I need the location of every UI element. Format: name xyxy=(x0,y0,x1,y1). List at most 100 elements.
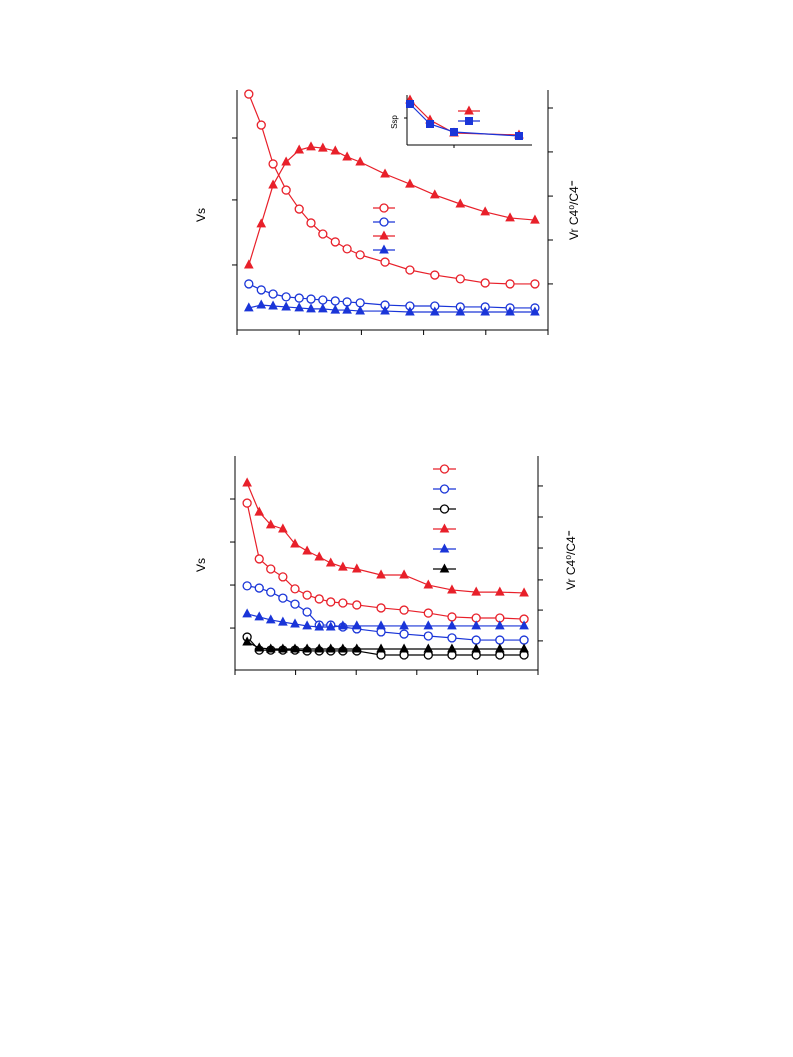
data-point xyxy=(355,305,365,315)
data-point xyxy=(266,564,276,574)
series-line xyxy=(409,103,520,137)
y2-axis-label: Vr C4⁰/C4⁼ xyxy=(567,180,581,240)
data-point xyxy=(302,607,312,617)
data-point xyxy=(455,198,466,208)
data-point xyxy=(306,294,316,304)
data-point xyxy=(278,616,288,626)
data-point xyxy=(494,586,505,596)
data-point xyxy=(243,259,254,269)
data-point xyxy=(278,523,288,533)
y2-axis-label: Vr C4⁰/C4⁼ xyxy=(564,530,578,590)
data-point xyxy=(380,305,390,315)
data-point xyxy=(494,620,505,630)
data-point xyxy=(244,279,254,289)
data-point xyxy=(505,212,515,222)
data-point xyxy=(450,128,458,136)
data-point xyxy=(455,274,465,284)
data-point xyxy=(318,295,328,305)
data-point xyxy=(342,244,352,254)
data-point xyxy=(405,265,415,275)
data-point xyxy=(326,597,336,607)
data-point xyxy=(254,611,265,621)
data-point xyxy=(342,304,352,314)
data-point xyxy=(399,569,409,579)
data-point xyxy=(268,159,278,169)
legend-marker xyxy=(465,117,473,125)
data-point xyxy=(423,608,433,618)
data-point xyxy=(325,643,336,653)
y-axis-label: Vs xyxy=(194,558,208,572)
data-point xyxy=(256,120,266,130)
data-point xyxy=(302,620,312,630)
data-point xyxy=(447,633,457,643)
data-point xyxy=(447,643,457,653)
data-point xyxy=(399,629,409,639)
data-point xyxy=(519,620,529,630)
legend-marker xyxy=(439,523,450,533)
data-point xyxy=(266,587,276,597)
legend-marker xyxy=(439,464,450,474)
data-point xyxy=(351,643,362,653)
data-point xyxy=(330,237,340,247)
data-point xyxy=(318,142,328,152)
data-point xyxy=(281,156,291,166)
data-point xyxy=(530,306,540,316)
data-point xyxy=(265,614,276,624)
data-point xyxy=(471,620,482,630)
data-point xyxy=(505,306,515,316)
data-point xyxy=(429,306,440,316)
data-point xyxy=(243,302,254,312)
data-point xyxy=(268,300,278,310)
data-point xyxy=(314,621,325,631)
data-point xyxy=(281,292,291,302)
data-point xyxy=(519,587,529,597)
data-point xyxy=(405,178,415,188)
data-point xyxy=(268,289,278,299)
data-point xyxy=(242,477,252,487)
data-point xyxy=(281,301,291,311)
data-point xyxy=(290,538,300,548)
data-point xyxy=(290,584,300,594)
legend-marker xyxy=(439,563,450,573)
data-point xyxy=(399,620,409,630)
data-point xyxy=(338,620,348,630)
data-point xyxy=(265,519,276,529)
data-point xyxy=(294,302,305,312)
legend-marker xyxy=(439,484,450,494)
data-point xyxy=(380,257,390,267)
data-point xyxy=(302,643,312,653)
data-point xyxy=(306,218,316,228)
data-point xyxy=(355,156,365,166)
data-point xyxy=(302,545,312,555)
data-point xyxy=(242,498,252,508)
data-point xyxy=(290,643,300,653)
data-point xyxy=(318,303,328,313)
data-point xyxy=(455,306,466,316)
data-point xyxy=(294,204,304,214)
data-point xyxy=(376,603,386,613)
data-point xyxy=(256,299,267,309)
data-point xyxy=(314,551,325,561)
data-point xyxy=(242,608,252,618)
data-point xyxy=(254,642,265,652)
data-point xyxy=(338,561,348,571)
data-point xyxy=(318,229,328,239)
data-point xyxy=(423,631,433,641)
data-point xyxy=(244,89,254,99)
data-point xyxy=(355,250,365,260)
legend-marker xyxy=(439,543,450,553)
data-point xyxy=(399,605,409,615)
data-point xyxy=(406,100,414,108)
data-point xyxy=(290,618,300,628)
data-point xyxy=(254,506,265,516)
data-point xyxy=(265,643,276,653)
data-point xyxy=(342,151,352,161)
data-point xyxy=(495,635,505,645)
data-point xyxy=(423,643,434,653)
inset-y-label: Ssp xyxy=(390,115,399,129)
legend-marker xyxy=(379,217,389,227)
data-point xyxy=(376,643,386,653)
data-point xyxy=(314,643,325,653)
